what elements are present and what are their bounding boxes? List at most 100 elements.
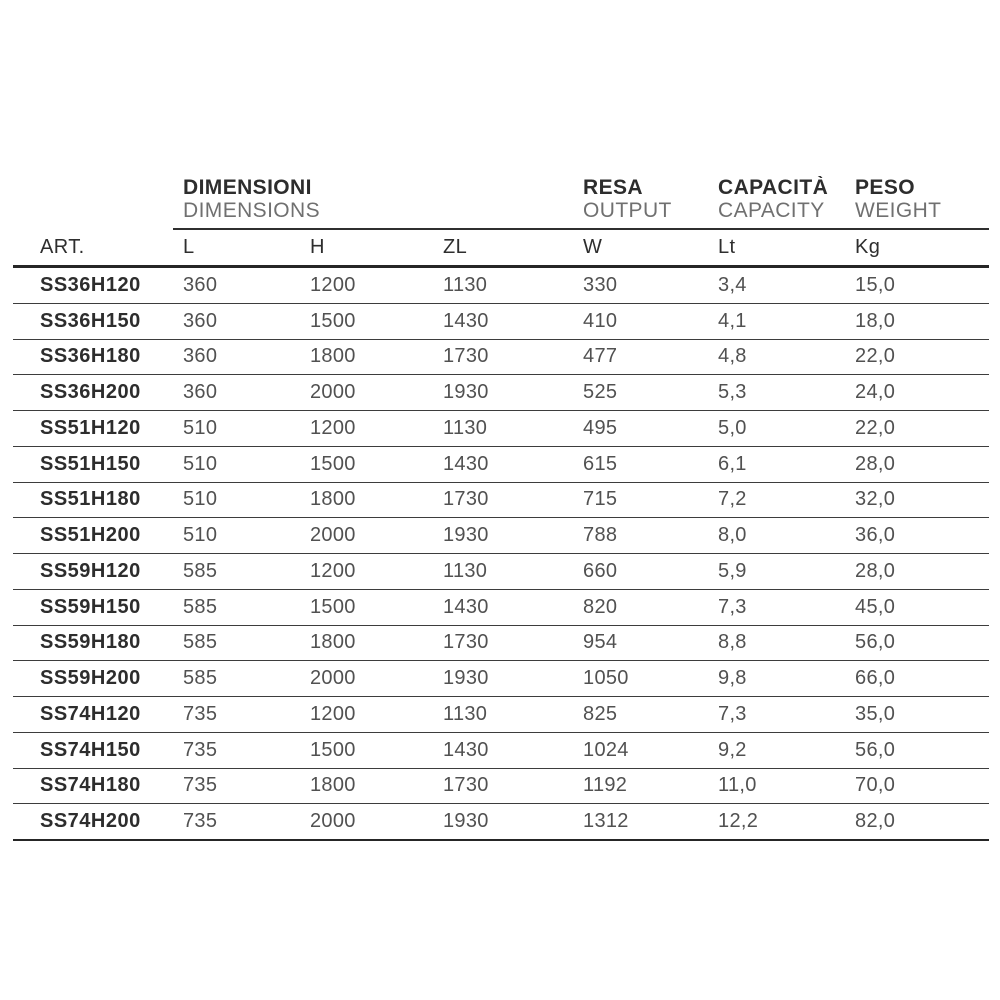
- article-code-cell: SS51H150: [13, 446, 173, 483]
- article-code-cell: SS36H150: [13, 303, 173, 340]
- value-cell-l: 510: [173, 446, 300, 483]
- value-cell-zl: 1930: [433, 517, 574, 554]
- value-cell-l: 510: [173, 517, 300, 554]
- column-header-row: ART. L H ZL W Lt Kg: [13, 229, 990, 268]
- value-cell-lt: 9,2: [708, 732, 846, 769]
- value-cell-zl: 1930: [433, 803, 574, 842]
- value-cell-h: 1200: [300, 553, 433, 590]
- article-code-cell: SS59H150: [13, 589, 173, 626]
- value-cell-h: 1200: [300, 410, 433, 447]
- value-cell-kg: 35,0: [845, 696, 990, 733]
- value-cell-h: 1500: [300, 732, 433, 769]
- value-cell-l: 360: [173, 303, 300, 340]
- value-cell-h: 1800: [300, 339, 433, 376]
- table-row: SS36H150 360 1500 1430 410 4,1 18,0: [13, 303, 990, 340]
- value-cell-lt: 5,9: [708, 553, 846, 590]
- value-cell-zl: 1730: [433, 768, 574, 805]
- value-cell-kg: 24,0: [845, 374, 990, 411]
- value-cell-h: 1200: [300, 696, 433, 733]
- article-code-cell: SS59H200: [13, 660, 173, 697]
- column-header-kg: Kg: [845, 229, 990, 268]
- value-cell-kg: 56,0: [845, 625, 990, 662]
- table-row: SS36H120 360 1200 1130 330 3,4 15,0: [13, 266, 990, 304]
- article-code-cell: SS51H180: [13, 482, 173, 519]
- group-weight-label-it: PESO: [855, 176, 915, 199]
- column-header-lt: Lt: [708, 229, 846, 268]
- value-cell-w: 660: [573, 553, 709, 590]
- group-dimensions-label-it: DIMENSIONI: [183, 176, 312, 199]
- group-weight-label-en: WEIGHT: [855, 199, 942, 222]
- group-weight: PESO WEIGHT: [845, 176, 990, 230]
- value-cell-zl: 1430: [433, 589, 574, 626]
- spec-table: DIMENSIONI DIMENSIONS RESA OUTPUT CAPACI…: [13, 176, 990, 842]
- value-cell-zl: 1130: [433, 410, 574, 447]
- value-cell-lt: 6,1: [708, 446, 846, 483]
- value-cell-lt: 7,2: [708, 482, 846, 519]
- value-cell-h: 1500: [300, 589, 433, 626]
- value-cell-kg: 28,0: [845, 553, 990, 590]
- value-cell-w: 525: [573, 374, 709, 411]
- table-header: DIMENSIONI DIMENSIONS RESA OUTPUT CAPACI…: [13, 176, 990, 268]
- table-row: SS59H150 585 1500 1430 820 7,3 45,0: [13, 589, 990, 626]
- value-cell-lt: 7,3: [708, 696, 846, 733]
- value-cell-w: 825: [573, 696, 709, 733]
- value-cell-h: 2000: [300, 517, 433, 554]
- value-cell-h: 1500: [300, 303, 433, 340]
- value-cell-w: 330: [573, 266, 709, 304]
- value-cell-lt: 5,3: [708, 374, 846, 411]
- value-cell-kg: 82,0: [845, 803, 990, 842]
- article-code-cell: SS59H120: [13, 553, 173, 590]
- table-row: SS74H150 735 1500 1430 1024 9,2 56,0: [13, 732, 990, 769]
- article-code-cell: SS74H120: [13, 696, 173, 733]
- group-dimensions: DIMENSIONI DIMENSIONS: [173, 176, 574, 230]
- article-code-cell: SS36H200: [13, 374, 173, 411]
- value-cell-l: 360: [173, 374, 300, 411]
- article-code-cell: SS74H150: [13, 732, 173, 769]
- group-capacity-label-en: CAPACITY: [718, 199, 825, 222]
- value-cell-l: 735: [173, 803, 300, 842]
- value-cell-lt: 12,2: [708, 803, 846, 842]
- value-cell-zl: 1930: [433, 374, 574, 411]
- value-cell-w: 1024: [573, 732, 709, 769]
- value-cell-kg: 66,0: [845, 660, 990, 697]
- value-cell-zl: 1730: [433, 482, 574, 519]
- article-code-cell: SS51H120: [13, 410, 173, 447]
- value-cell-l: 360: [173, 339, 300, 376]
- value-cell-l: 585: [173, 625, 300, 662]
- value-cell-w: 477: [573, 339, 709, 376]
- value-cell-l: 585: [173, 589, 300, 626]
- value-cell-lt: 8,8: [708, 625, 846, 662]
- value-cell-w: 820: [573, 589, 709, 626]
- group-dimensions-label-en: DIMENSIONS: [183, 199, 321, 222]
- value-cell-w: 615: [573, 446, 709, 483]
- value-cell-h: 2000: [300, 803, 433, 842]
- value-cell-lt: 9,8: [708, 660, 846, 697]
- value-cell-zl: 1130: [433, 553, 574, 590]
- table-row: SS36H180 360 1800 1730 477 4,8 22,0: [13, 339, 990, 376]
- group-capacity: CAPACITÀ CAPACITY: [708, 176, 846, 230]
- value-cell-w: 495: [573, 410, 709, 447]
- article-code-cell: SS36H120: [13, 266, 173, 304]
- table-body: SS36H120 360 1200 1130 330 3,4 15,0 SS36H150 360…: [13, 266, 990, 842]
- table-row: SS59H180 585 1800 1730 954 8,8 56,0: [13, 625, 990, 662]
- value-cell-l: 510: [173, 482, 300, 519]
- value-cell-lt: 11,0: [708, 768, 846, 805]
- group-capacity-label-it: CAPACITÀ: [718, 176, 829, 199]
- column-header-zl: ZL: [433, 229, 574, 268]
- value-cell-w: 410: [573, 303, 709, 340]
- table-row: SS51H150 510 1500 1430 615 6,1 28,0: [13, 446, 990, 483]
- value-cell-kg: 70,0: [845, 768, 990, 805]
- value-cell-kg: 45,0: [845, 589, 990, 626]
- article-code-cell: SS51H200: [13, 517, 173, 554]
- column-header-h: H: [300, 229, 433, 268]
- table-row: SS51H200 510 2000 1930 788 8,0 36,0: [13, 517, 990, 554]
- value-cell-kg: 22,0: [845, 339, 990, 376]
- value-cell-kg: 32,0: [845, 482, 990, 519]
- value-cell-kg: 56,0: [845, 732, 990, 769]
- value-cell-zl: 1130: [433, 696, 574, 733]
- value-cell-h: 1200: [300, 266, 433, 304]
- article-code-cell: SS74H180: [13, 768, 173, 805]
- value-cell-w: 1192: [573, 768, 709, 805]
- article-code-cell: SS59H180: [13, 625, 173, 662]
